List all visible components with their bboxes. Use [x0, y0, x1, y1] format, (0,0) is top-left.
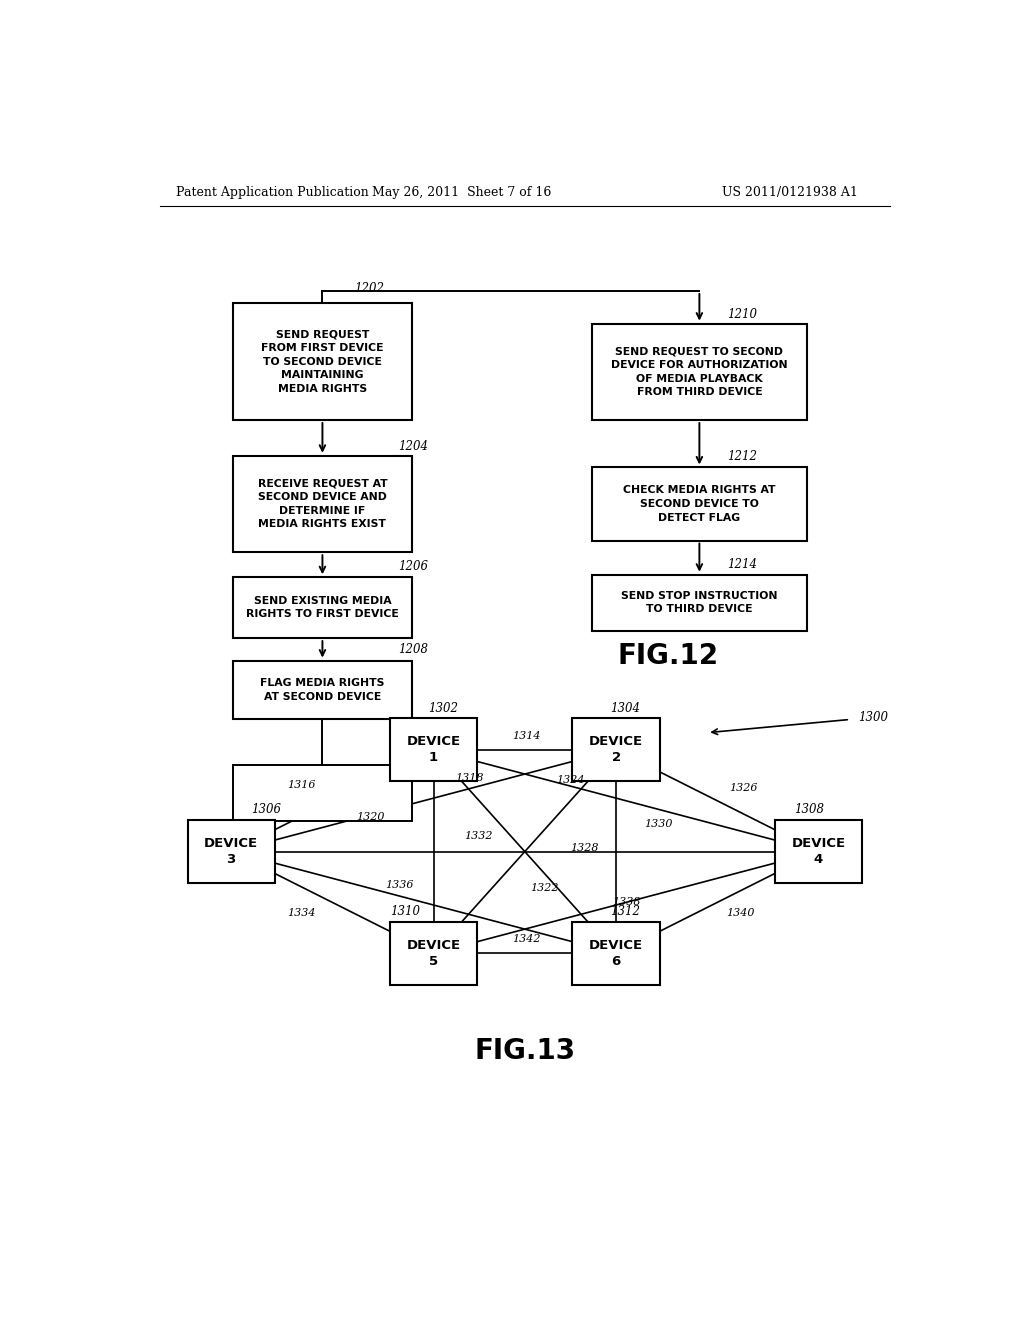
- Text: 1306: 1306: [251, 803, 281, 816]
- Text: 1324: 1324: [557, 775, 585, 785]
- Text: 1202: 1202: [354, 281, 384, 294]
- Text: 1214: 1214: [727, 558, 757, 572]
- Text: FLAG MEDIA RIGHTS
AT SECOND DEVICE: FLAG MEDIA RIGHTS AT SECOND DEVICE: [260, 678, 385, 702]
- Text: DEVICE
2: DEVICE 2: [589, 735, 643, 764]
- Bar: [572, 718, 659, 781]
- Text: 1322: 1322: [530, 883, 559, 894]
- Text: 1326: 1326: [729, 783, 758, 792]
- Text: RECEIVE REQUEST AT
SECOND DEVICE AND
DETERMINE IF
MEDIA RIGHTS EXIST: RECEIVE REQUEST AT SECOND DEVICE AND DET…: [258, 479, 387, 529]
- Text: 1308: 1308: [795, 803, 824, 816]
- Text: May 26, 2011  Sheet 7 of 16: May 26, 2011 Sheet 7 of 16: [372, 186, 551, 199]
- Bar: [233, 660, 412, 719]
- Text: Patent Application Publication: Patent Application Publication: [176, 186, 369, 199]
- Text: 1320: 1320: [355, 812, 384, 822]
- Text: 1338: 1338: [612, 898, 641, 907]
- Text: 1316: 1316: [287, 780, 315, 789]
- Text: 1300: 1300: [858, 711, 888, 723]
- Text: DEVICE
5: DEVICE 5: [407, 939, 461, 968]
- Text: 1310: 1310: [390, 904, 420, 917]
- Text: 1318: 1318: [455, 774, 483, 783]
- Text: 1302: 1302: [428, 702, 458, 715]
- Text: SEND REQUEST TO SECOND
DEVICE FOR AUTHORIZATION
OF MEDIA PLAYBACK
FROM THIRD DEV: SEND REQUEST TO SECOND DEVICE FOR AUTHOR…: [611, 346, 787, 397]
- Text: DEVICE
6: DEVICE 6: [589, 939, 643, 968]
- Bar: [592, 574, 807, 631]
- Bar: [592, 467, 807, 541]
- Text: DEVICE
1: DEVICE 1: [407, 735, 461, 764]
- Text: 1342: 1342: [512, 935, 541, 944]
- Text: DEVICE
3: DEVICE 3: [204, 837, 258, 866]
- Bar: [775, 820, 862, 883]
- Bar: [390, 718, 477, 781]
- Text: US 2011/0121938 A1: US 2011/0121938 A1: [722, 186, 858, 199]
- Text: 1204: 1204: [397, 440, 428, 453]
- Text: 1208: 1208: [397, 643, 428, 656]
- Bar: [233, 766, 412, 821]
- Text: 1332: 1332: [465, 832, 493, 841]
- Text: SEND EXISTING MEDIA
RIGHTS TO FIRST DEVICE: SEND EXISTING MEDIA RIGHTS TO FIRST DEVI…: [246, 595, 398, 619]
- Text: CHECK MEDIA RIGHTS AT
SECOND DEVICE TO
DETECT FLAG: CHECK MEDIA RIGHTS AT SECOND DEVICE TO D…: [624, 486, 775, 523]
- Text: 1212: 1212: [727, 450, 757, 463]
- Bar: [390, 921, 477, 985]
- Text: FIG.12: FIG.12: [617, 643, 718, 671]
- Text: SEND STOP INSTRUCTION
TO THIRD DEVICE: SEND STOP INSTRUCTION TO THIRD DEVICE: [622, 591, 777, 614]
- Bar: [572, 921, 659, 985]
- Text: 1304: 1304: [610, 702, 640, 715]
- Text: 1340: 1340: [726, 908, 755, 917]
- Bar: [233, 577, 412, 638]
- Text: 1336: 1336: [385, 880, 414, 890]
- Text: 1328: 1328: [570, 842, 599, 853]
- Bar: [233, 455, 412, 552]
- Text: DEVICE
4: DEVICE 4: [792, 837, 846, 866]
- Text: 1334: 1334: [287, 908, 315, 917]
- Bar: [233, 304, 412, 420]
- Text: 1210: 1210: [727, 308, 757, 321]
- Text: 1330: 1330: [644, 820, 673, 829]
- Text: 1206: 1206: [397, 560, 428, 573]
- Text: 1314: 1314: [512, 731, 541, 741]
- Bar: [592, 323, 807, 420]
- Text: SEND REQUEST
FROM FIRST DEVICE
TO SECOND DEVICE
MAINTAINING
MEDIA RIGHTS: SEND REQUEST FROM FIRST DEVICE TO SECOND…: [261, 330, 384, 393]
- Bar: [187, 820, 274, 883]
- Text: 1312: 1312: [610, 904, 640, 917]
- Text: FIG.13: FIG.13: [474, 1036, 575, 1065]
